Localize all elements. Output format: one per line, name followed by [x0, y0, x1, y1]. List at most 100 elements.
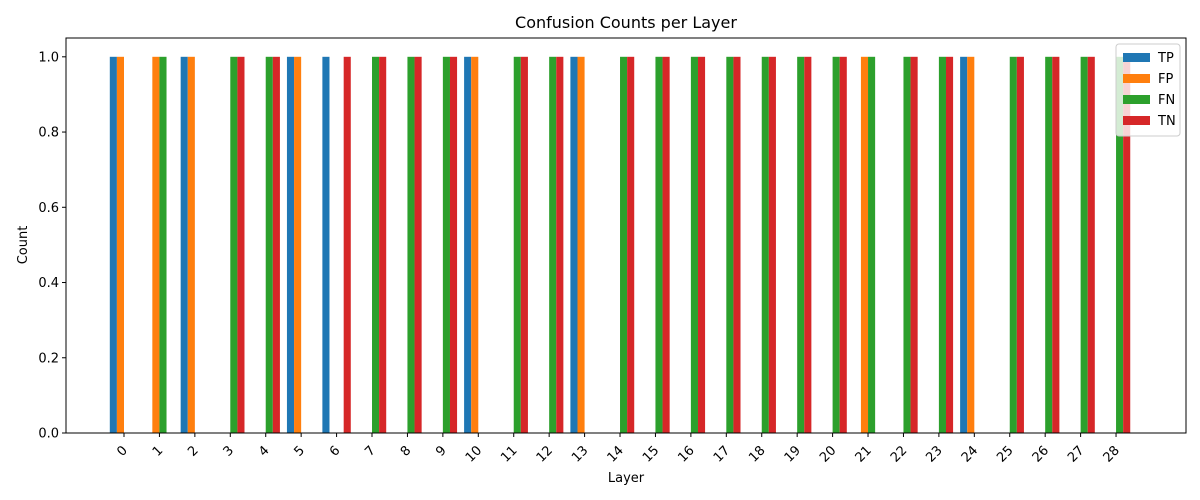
- bar-fn-layer-19: [797, 56, 805, 434]
- x-tick-label: 28: [1101, 443, 1123, 465]
- x-tick-label: 27: [1065, 443, 1087, 465]
- bar-fn-layer-3: [230, 56, 238, 434]
- x-tick-label: 8: [398, 443, 414, 459]
- bar-tn-layer-9: [449, 56, 458, 434]
- x-tick-label: 23: [923, 443, 945, 465]
- plot-frame: [65, 37, 1187, 434]
- bar-fp-layer-24: [967, 56, 975, 434]
- y-tick-label: 0.0: [38, 427, 59, 442]
- bar-tn-layer-7: [379, 56, 387, 434]
- x-tick-label: 3: [221, 443, 237, 459]
- bar-fn-layer-7: [372, 56, 380, 434]
- x-tick-label: 18: [746, 443, 768, 465]
- bar-tn-layer-8: [414, 56, 422, 434]
- x-tick-label: 25: [994, 443, 1016, 465]
- bar-tp-layer-24: [960, 56, 968, 434]
- bar-tn-layer-18: [768, 56, 776, 434]
- bar-tn-layer-16: [697, 56, 706, 434]
- bar-fn-layer-25: [1009, 56, 1017, 434]
- legend: TP FP FN TN: [1115, 43, 1181, 137]
- bar-fn-layer-1: [159, 56, 167, 434]
- x-tick-label: 12: [534, 443, 556, 465]
- x-tick-label: 5: [292, 443, 308, 459]
- y-tick-label: 0.4: [38, 276, 59, 291]
- bar-fn-layer-17: [726, 56, 734, 434]
- x-tick-label: 20: [817, 443, 839, 465]
- x-tick-label: 7: [362, 443, 378, 459]
- bar-tn-layer-4: [272, 56, 280, 434]
- bar-tn-layer-12: [556, 56, 564, 434]
- bar-tn-layer-22: [910, 56, 918, 434]
- legend-frame: [1115, 43, 1181, 137]
- bars-group: [109, 56, 1131, 434]
- bar-tp-layer-0: [109, 56, 117, 434]
- x-tick-label: 15: [640, 443, 662, 465]
- bar-fp-layer-10: [471, 56, 479, 434]
- bar-tp-layer-2: [180, 56, 188, 434]
- bar-tn-layer-11: [520, 56, 528, 434]
- x-tick-label: 19: [782, 443, 804, 465]
- bar-tn-layer-26: [1052, 56, 1060, 434]
- bar-fn-layer-12: [549, 56, 557, 434]
- x-tick-label: 2: [185, 443, 201, 459]
- legend-label-fp: FP: [1158, 72, 1173, 87]
- legend-label-tp: TP: [1157, 51, 1174, 66]
- bar-fn-layer-20: [832, 56, 840, 434]
- bar-tn-layer-28: [1123, 56, 1131, 434]
- bar-fn-layer-11: [513, 56, 521, 434]
- bar-fp-layer-0: [116, 56, 124, 434]
- bar-tn-layer-25: [1016, 56, 1024, 434]
- legend-label-tn: TN: [1157, 114, 1176, 129]
- bar-tn-layer-19: [804, 56, 812, 434]
- bar-fp-layer-1: [152, 56, 160, 434]
- x-tick-label: 1: [150, 443, 166, 459]
- bar-tn-layer-3: [237, 56, 245, 434]
- bar-fn-layer-8: [407, 56, 415, 434]
- bar-tp-layer-13: [570, 56, 578, 434]
- bar-tp-layer-5: [286, 56, 295, 434]
- bar-fn-layer-22: [903, 56, 911, 434]
- bar-fn-layer-28: [1116, 56, 1124, 434]
- y-tick-label: 1.0: [38, 50, 59, 65]
- chart-title: Confusion Counts per Layer: [515, 13, 737, 32]
- legend-swatch-fn: [1123, 95, 1150, 104]
- bar-tn-layer-20: [839, 56, 847, 434]
- x-tick-label: 9: [433, 443, 449, 459]
- x-tick-label: 26: [1030, 443, 1052, 465]
- x-tick-label: 16: [675, 443, 697, 465]
- bar-tn-layer-14: [627, 56, 635, 434]
- legend-swatch-fp: [1123, 74, 1150, 83]
- y-tick-label: 0.2: [38, 351, 59, 366]
- bar-fn-layer-9: [442, 56, 450, 434]
- bar-tn-layer-23: [945, 56, 954, 434]
- x-tick-label: 24: [959, 443, 981, 465]
- bar-fn-layer-21: [868, 56, 876, 434]
- bar-fn-layer-16: [690, 56, 698, 434]
- bar-tn-layer-17: [733, 56, 741, 434]
- x-tick-label: 14: [605, 443, 627, 465]
- bar-tn-layer-27: [1087, 56, 1095, 434]
- legend-swatch-tp: [1123, 53, 1150, 62]
- legend-label-fn: FN: [1158, 93, 1175, 108]
- x-tick-label: 0: [114, 443, 130, 459]
- x-tick-label: 4: [256, 443, 272, 459]
- bar-tn-layer-6: [343, 56, 351, 434]
- bar-fp-layer-5: [294, 56, 302, 434]
- y-tick-label: 0.6: [38, 201, 59, 216]
- bar-fn-layer-4: [265, 56, 273, 434]
- bar-tn-layer-15: [662, 56, 670, 434]
- bar-fp-layer-21: [860, 56, 869, 434]
- x-axis-title: Layer: [608, 471, 645, 486]
- y-axis-title: Count: [16, 226, 31, 265]
- y-tick-label: 0.8: [38, 126, 59, 141]
- x-tick-label: 13: [569, 443, 591, 465]
- bar-tp-layer-6: [322, 56, 330, 434]
- x-tick-label: 21: [853, 443, 875, 465]
- bar-fn-layer-26: [1045, 56, 1053, 434]
- y-axis: 0.0 0.2 0.4 0.6 0.8 1.0: [38, 50, 66, 442]
- bar-fn-layer-14: [620, 56, 628, 434]
- x-axis: 0 1 2 3 4 5 6 7 8 9 10 11 12 13 14 15 16 17 18 19 20 21 22 23 24…: [114, 433, 1123, 466]
- bar-tp-layer-10: [464, 56, 472, 434]
- bar-fn-layer-27: [1080, 56, 1088, 434]
